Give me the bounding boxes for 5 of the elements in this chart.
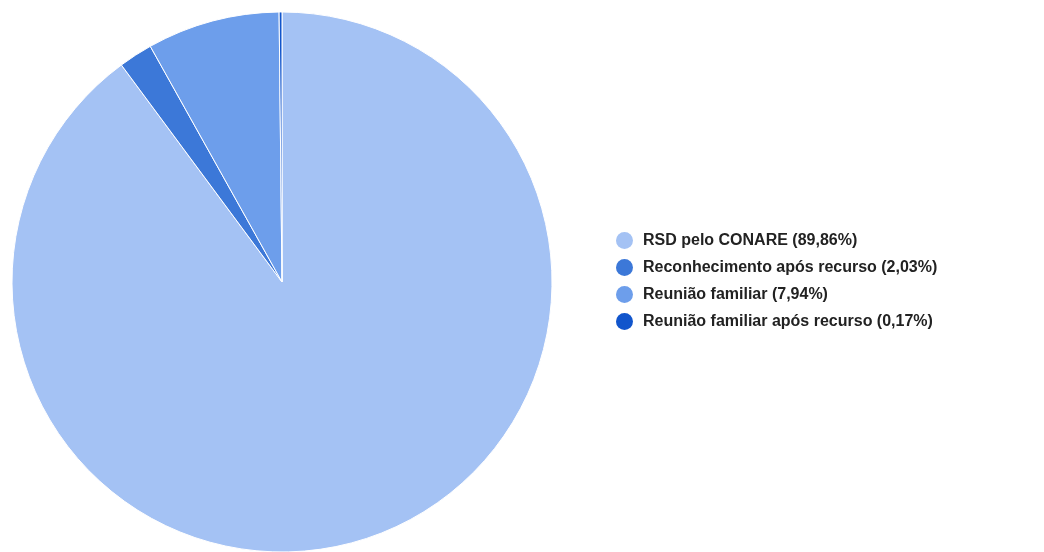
legend-label: RSD pelo CONARE (89,86%)	[643, 231, 858, 248]
legend-label: Reunião familiar após recurso (0,17%)	[643, 312, 933, 329]
legend-label: Reconhecimento após recurso (2,03%)	[643, 258, 938, 275]
legend-label: Reunião familiar (7,94%)	[643, 285, 828, 302]
pie-slice	[11, 11, 553, 552]
